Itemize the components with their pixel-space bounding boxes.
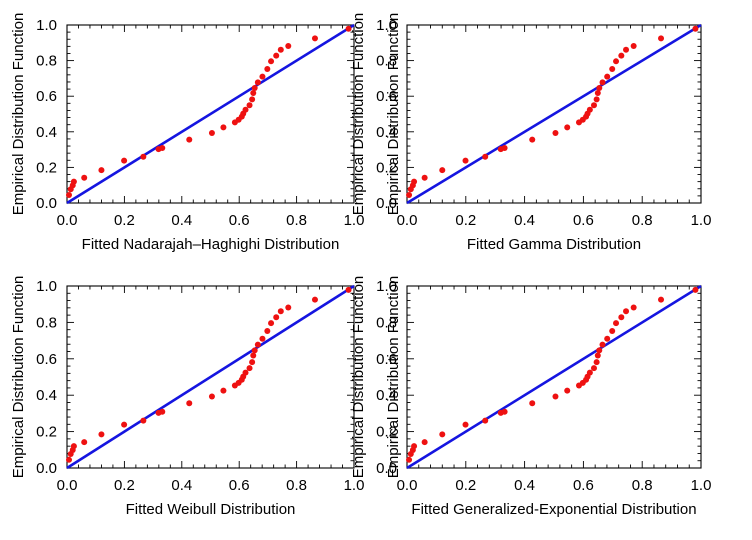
svg-text:0.2: 0.2 <box>114 212 135 229</box>
svg-text:0.0: 0.0 <box>397 477 418 494</box>
svg-text:0.0: 0.0 <box>397 212 418 229</box>
svg-text:0.4: 0.4 <box>36 387 57 404</box>
svg-text:0.2: 0.2 <box>376 424 397 441</box>
svg-text:0.8: 0.8 <box>632 477 653 494</box>
svg-text:1.0: 1.0 <box>376 17 397 34</box>
svg-text:0.4: 0.4 <box>36 124 57 141</box>
svg-text:0.8: 0.8 <box>286 477 307 494</box>
svg-text:0.2: 0.2 <box>114 477 135 494</box>
svg-text:0.4: 0.4 <box>514 477 535 494</box>
svg-text:0.8: 0.8 <box>632 212 653 229</box>
svg-text:0.2: 0.2 <box>455 212 476 229</box>
svg-text:0.2: 0.2 <box>36 159 57 176</box>
svg-text:0.0: 0.0 <box>57 477 78 494</box>
svg-text:1.0: 1.0 <box>36 17 57 34</box>
svg-text:0.8: 0.8 <box>376 314 397 331</box>
svg-text:1.0: 1.0 <box>376 278 397 295</box>
svg-text:0.8: 0.8 <box>376 53 397 70</box>
svg-text:Fitted Weibull Distribution: Fitted Weibull Distribution <box>126 501 296 518</box>
svg-text:0.4: 0.4 <box>514 212 535 229</box>
svg-text:0.0: 0.0 <box>57 212 78 229</box>
svg-text:0.4: 0.4 <box>376 387 397 404</box>
svg-text:0.8: 0.8 <box>286 212 307 229</box>
svg-text:Empirical Distribution Functio: Empirical Distribution Function <box>350 276 367 479</box>
svg-text:0.4: 0.4 <box>376 124 397 141</box>
svg-text:Empirical Distribution Functio: Empirical Distribution Function <box>350 13 367 216</box>
svg-text:0.6: 0.6 <box>229 212 250 229</box>
svg-text:0.0: 0.0 <box>36 195 57 212</box>
svg-text:1.0: 1.0 <box>344 477 365 494</box>
svg-text:0.6: 0.6 <box>376 351 397 368</box>
svg-text:1.0: 1.0 <box>36 278 57 295</box>
svg-text:0.2: 0.2 <box>455 477 476 494</box>
svg-text:0.6: 0.6 <box>573 477 594 494</box>
svg-text:Fitted Gamma Distribution: Fitted Gamma Distribution <box>467 236 641 253</box>
svg-text:0.2: 0.2 <box>36 424 57 441</box>
svg-text:0.2: 0.2 <box>376 159 397 176</box>
svg-text:0.6: 0.6 <box>36 351 57 368</box>
svg-text:0.8: 0.8 <box>36 53 57 70</box>
svg-text:1.0: 1.0 <box>691 212 712 229</box>
svg-text:0.0: 0.0 <box>36 460 57 477</box>
svg-text:0.4: 0.4 <box>171 212 192 229</box>
svg-text:0.8: 0.8 <box>36 314 57 331</box>
svg-text:Empirical Distribution Functio: Empirical Distribution Function <box>385 276 402 479</box>
svg-text:0.6: 0.6 <box>573 212 594 229</box>
svg-text:0.0: 0.0 <box>376 460 397 477</box>
svg-text:0.6: 0.6 <box>376 88 397 105</box>
svg-text:1.0: 1.0 <box>691 477 712 494</box>
svg-text:0.6: 0.6 <box>229 477 250 494</box>
svg-text:Empirical Distribution Functio: Empirical Distribution Function <box>10 13 27 216</box>
svg-text:Empirical Distribution Functio: Empirical Distribution Function <box>10 276 27 479</box>
svg-text:Empirical Distribution Functio: Empirical Distribution Function <box>385 13 402 216</box>
svg-text:0.0: 0.0 <box>376 195 397 212</box>
svg-text:0.4: 0.4 <box>171 477 192 494</box>
svg-text:0.6: 0.6 <box>36 88 57 105</box>
svg-text:Fitted Generalized-Exponential: Fitted Generalized-Exponential Distribut… <box>411 501 696 518</box>
svg-text:Fitted Nadarajah–Haghighi Dist: Fitted Nadarajah–Haghighi Distribution <box>82 236 340 253</box>
